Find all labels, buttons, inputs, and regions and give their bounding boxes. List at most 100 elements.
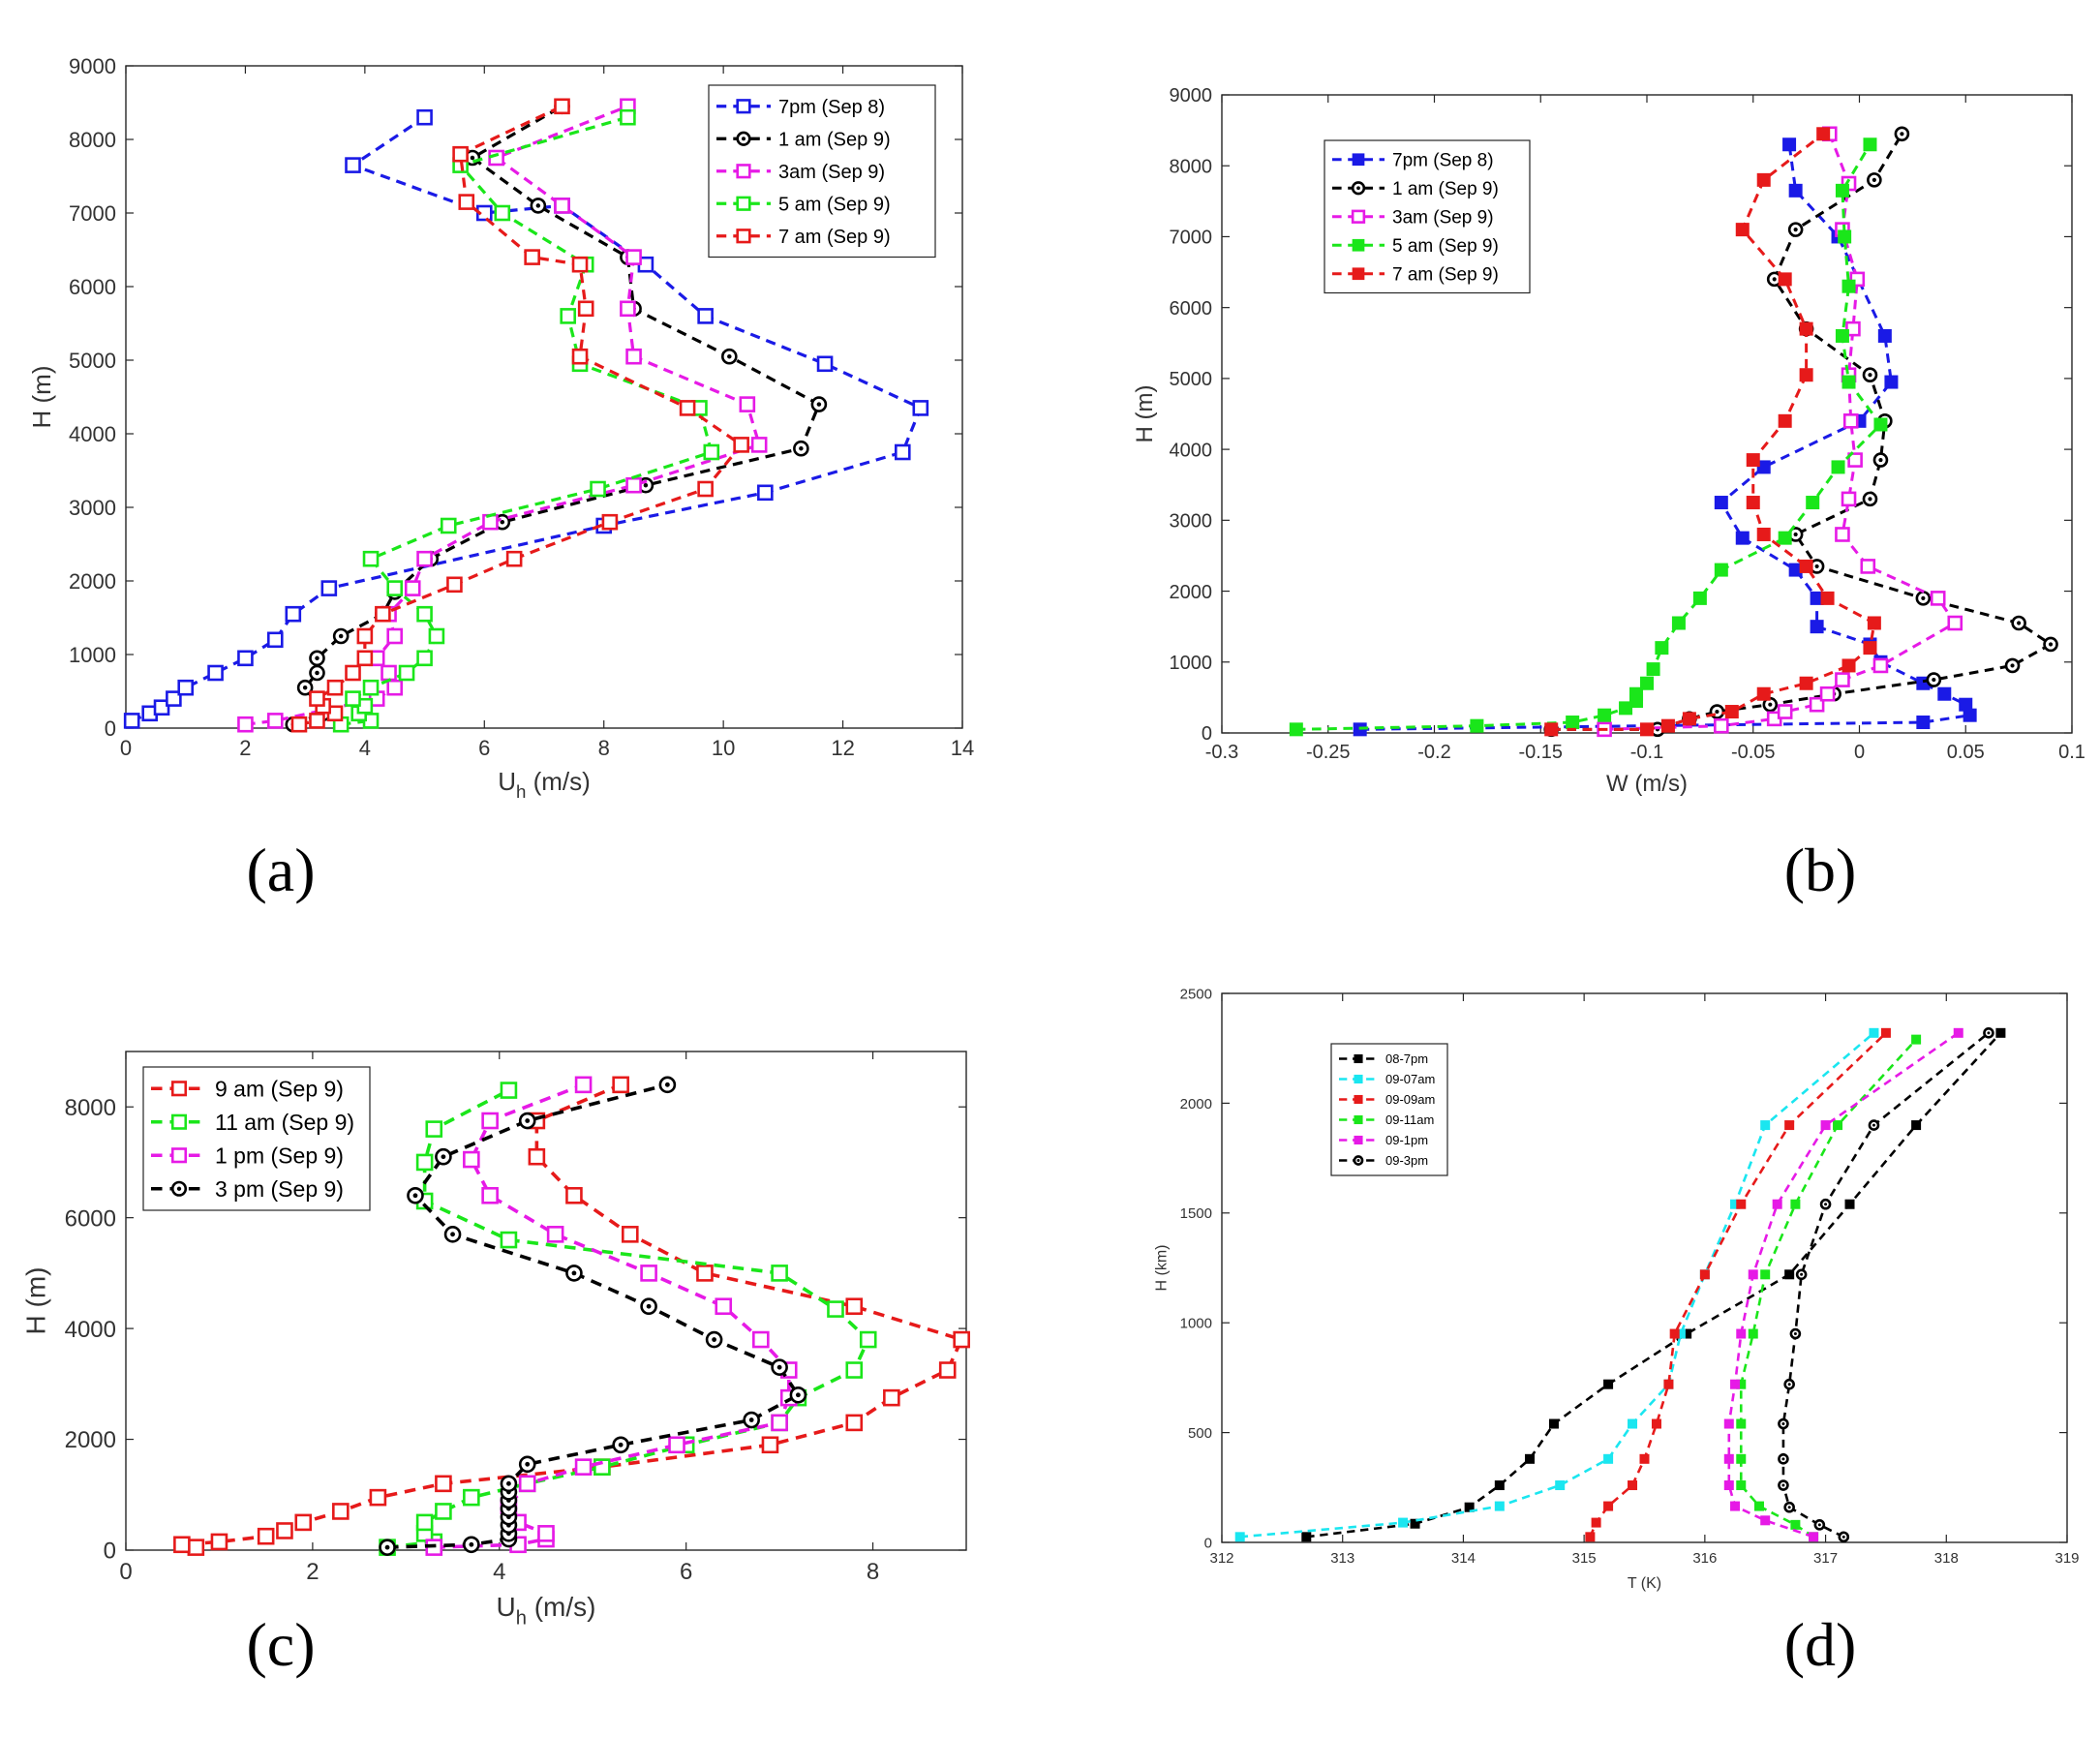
legend-label: 9 am (Sep 9) [215, 1077, 344, 1102]
y-tick-label: 4000 [65, 1317, 116, 1343]
series-4 [379, 1076, 807, 1556]
data-point [1845, 320, 1861, 337]
x-tick-label: 319 [2054, 1550, 2079, 1567]
data-point [1995, 1027, 2006, 1038]
data-point [285, 605, 302, 623]
legend-marker [1354, 1074, 1363, 1084]
data-point [750, 437, 768, 453]
data-point [1746, 453, 1760, 468]
panel-label: (c) [246, 1610, 315, 1679]
series-3 [1585, 1027, 1891, 1542]
series-6 [1778, 1027, 1994, 1543]
y-axis-label: H (m) [20, 1267, 50, 1335]
data-point [620, 108, 636, 126]
legend-item: 3am (Sep 9) [1332, 208, 1494, 229]
legend-item: 09-09am [1339, 1092, 1435, 1107]
y-tick-label: 3000 [69, 496, 116, 520]
data-point [827, 1300, 844, 1318]
data-point [1760, 1269, 1771, 1280]
legend-marker [1352, 153, 1365, 167]
data-point [404, 580, 421, 596]
data-point [458, 194, 475, 210]
data-point [345, 157, 361, 173]
legend-item: 5 am (Sep 9) [716, 194, 891, 215]
legend-item: 3am (Sep 9) [716, 162, 885, 183]
legend-item: 09-3pm [1339, 1153, 1428, 1168]
data-point [177, 679, 195, 696]
series-5 [1723, 1027, 1963, 1542]
data-point [345, 664, 361, 682]
legend-item: 3 pm (Sep 9) [151, 1176, 344, 1202]
data-point [416, 605, 433, 623]
data-point [577, 300, 594, 318]
data-point [452, 145, 469, 163]
x-tick-label: 14 [951, 736, 974, 760]
data-point [446, 576, 463, 594]
series-line [181, 1082, 964, 1549]
data-point [1671, 616, 1686, 630]
data-point [625, 476, 642, 494]
data-point [463, 1488, 480, 1507]
data-point [207, 664, 224, 682]
data-point [1736, 1480, 1747, 1491]
y-tick-label: 2000 [69, 569, 116, 594]
data-point [1877, 328, 1892, 343]
y-tick-label: 5000 [69, 349, 116, 373]
data-point [257, 1527, 275, 1545]
data-point [1869, 1027, 1879, 1038]
series-line [1739, 1038, 1918, 1539]
data-point [1723, 1418, 1734, 1429]
y-tick-label: 1000 [1180, 1316, 1212, 1332]
data-point [276, 1522, 293, 1539]
data-point [621, 1226, 639, 1243]
x-axis-label: W (m/s) [1606, 771, 1688, 797]
data-point [1544, 722, 1559, 737]
data-point [428, 627, 445, 645]
data-point [1746, 496, 1760, 510]
data-point [1410, 1518, 1420, 1529]
x-tick-label: 8 [867, 1559, 879, 1585]
data-point [1628, 1480, 1638, 1491]
data-point [1930, 591, 1946, 606]
data-point [574, 1076, 593, 1094]
y-tick-label: 6000 [65, 1205, 116, 1232]
legend-item: 7pm (Sep 8) [1332, 151, 1494, 171]
data-point [1959, 697, 1973, 712]
legend-marker [736, 229, 751, 244]
x-tick-label: 2 [239, 736, 251, 760]
legend-item: 09-1pm [1339, 1133, 1428, 1147]
data-point [1947, 615, 1963, 631]
data-point [554, 98, 570, 115]
data-point [416, 108, 433, 126]
series-5 [1544, 127, 1881, 737]
data-point [425, 1120, 443, 1138]
data-point [1651, 1418, 1661, 1429]
y-tick-label: 2000 [1180, 1096, 1212, 1112]
data-point [1844, 1199, 1855, 1209]
data-point [1723, 1480, 1734, 1491]
legend-item: 11 am (Sep 9) [151, 1110, 354, 1135]
data-point [554, 198, 570, 214]
data-point [1760, 1120, 1771, 1131]
legend-marker [170, 1147, 188, 1164]
data-point [1494, 1501, 1505, 1511]
data-point [560, 308, 576, 324]
data-point [153, 699, 170, 716]
legend-label: 09-3pm [1385, 1153, 1428, 1168]
x-tick-label: 6 [478, 736, 490, 760]
data-point [435, 1475, 452, 1493]
y-tick-label: 6000 [1170, 298, 1213, 320]
data-point [1760, 1515, 1771, 1526]
data-point [463, 1150, 480, 1169]
data-point [1301, 1532, 1312, 1542]
legend-marker [736, 196, 751, 211]
data-point [1598, 708, 1612, 722]
data-point [326, 679, 344, 696]
data-point [1398, 1517, 1409, 1528]
legend: 9 am (Sep 9) 11 am (Sep 9) 1 pm (Sep 9) 3 p… [142, 1066, 371, 1211]
data-point [612, 1076, 629, 1094]
data-point [1772, 1199, 1782, 1209]
data-point [697, 308, 714, 324]
data-point [1756, 527, 1771, 541]
y-tick-label: 2000 [1170, 582, 1213, 603]
